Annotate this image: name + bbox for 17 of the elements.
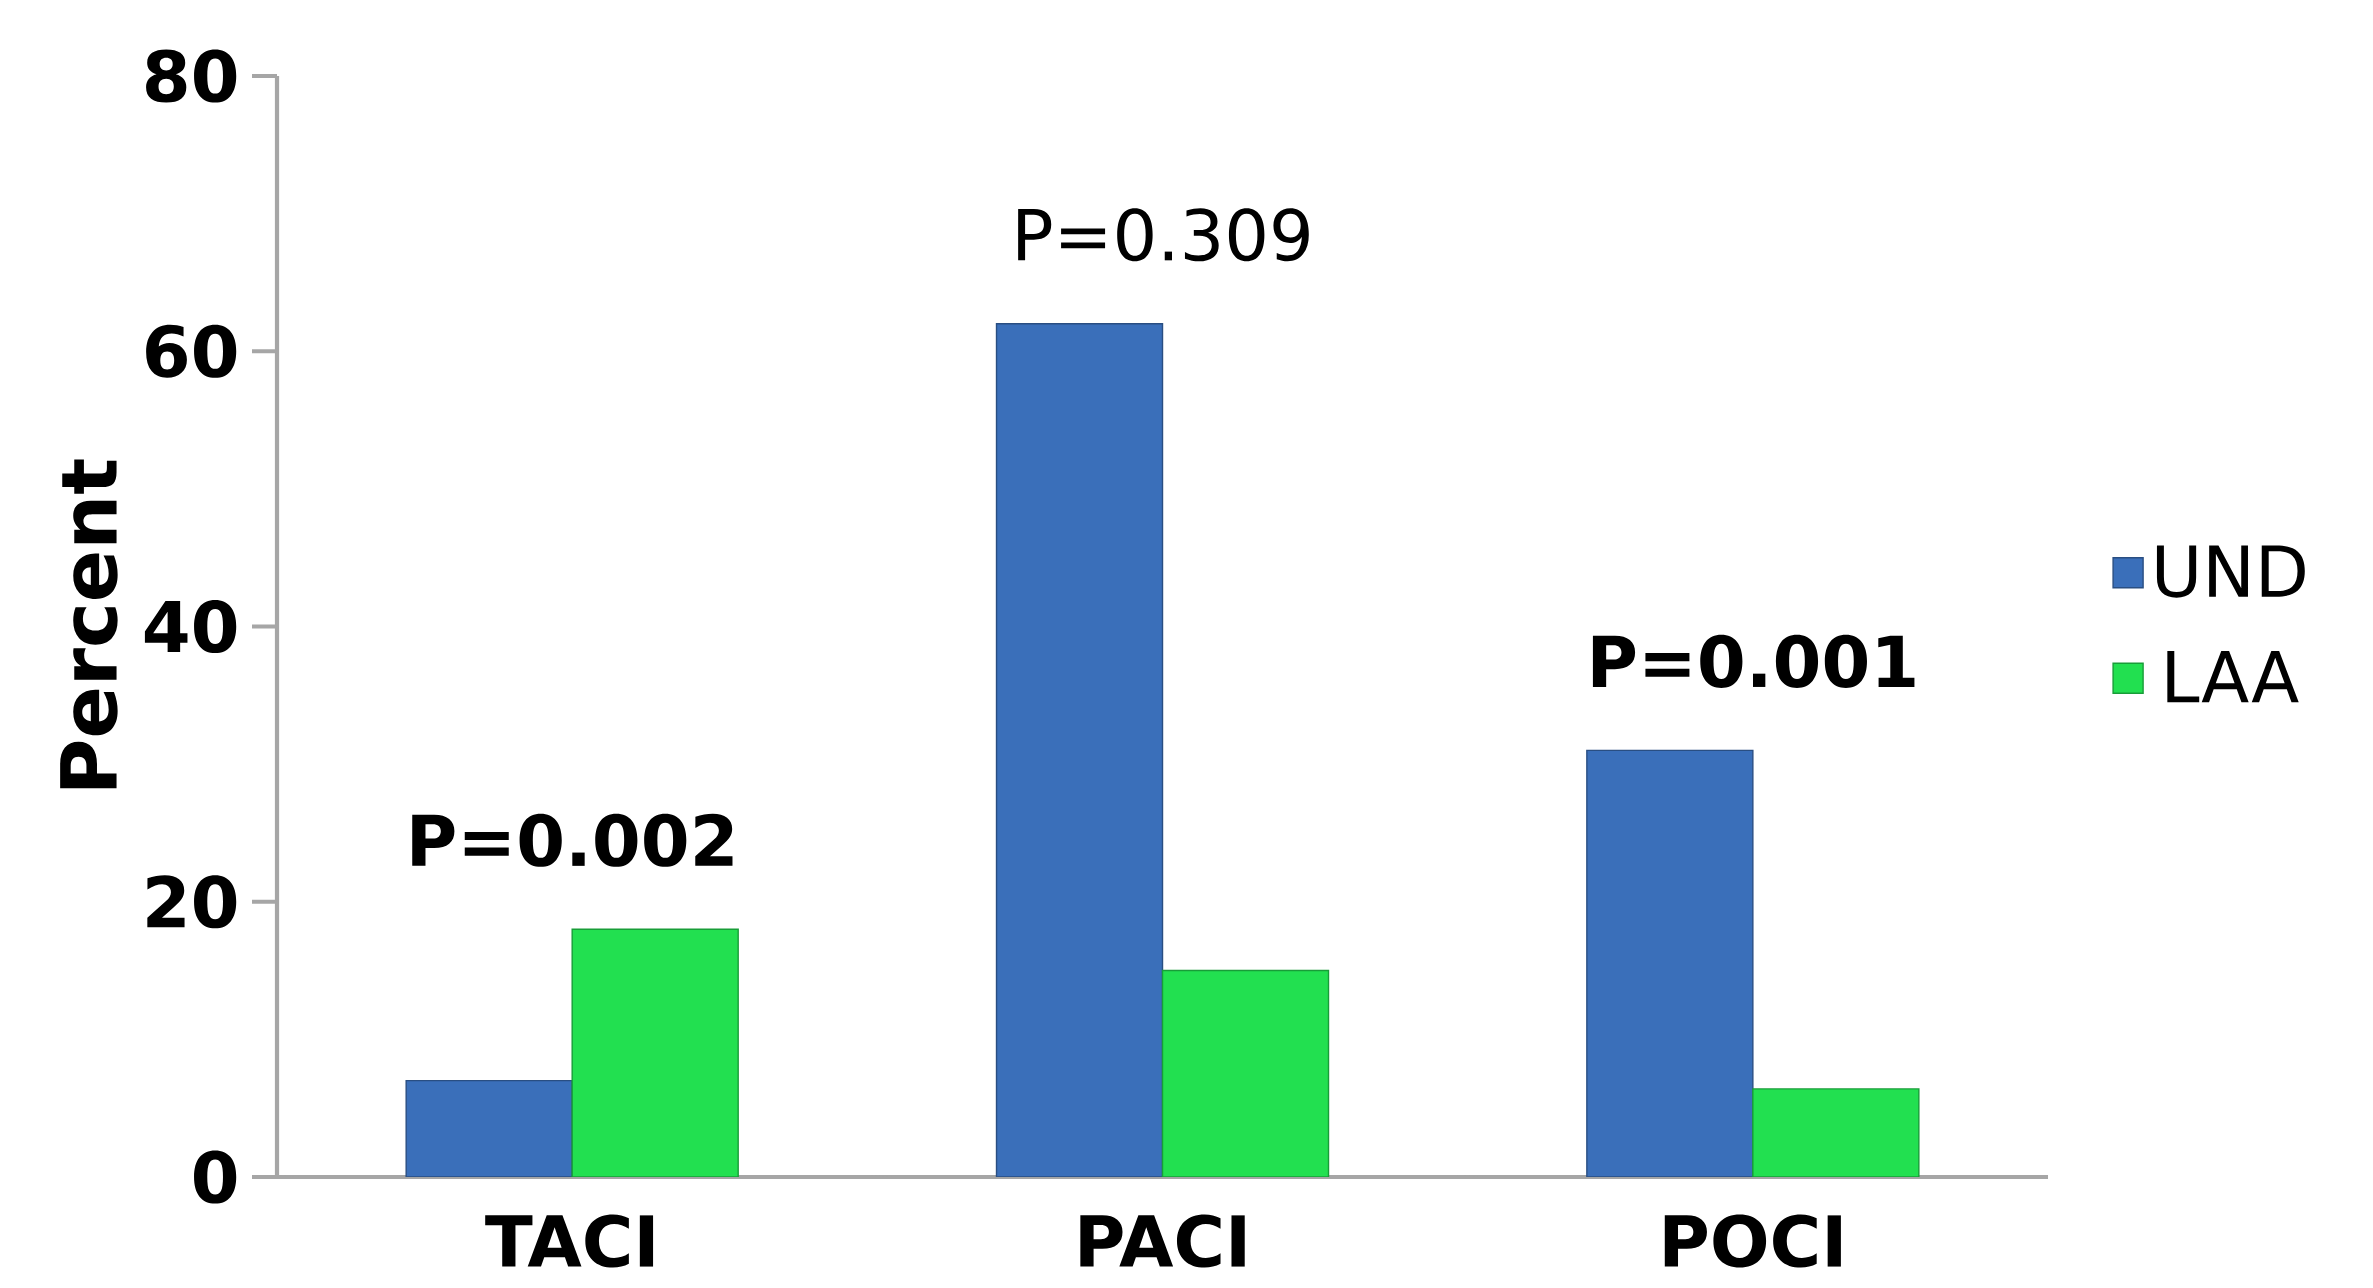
x-tick-label: TACI — [485, 1214, 654, 1268]
annotation: P=0.001 — [1592, 634, 1915, 688]
y-tick-label: 40 — [144, 599, 237, 654]
annotation: P=0.309 — [1018, 208, 1309, 262]
y-tick-label: 0 — [194, 1150, 237, 1204]
bar — [1161, 969, 1330, 1177]
annotation: P=0.002 — [412, 813, 733, 867]
y-axis-title: Percent — [60, 459, 118, 789]
bar — [1752, 1088, 1920, 1177]
y-tick-label: 60 — [146, 324, 237, 378]
legend-label: LAA — [2167, 651, 2299, 703]
y-tick-label: 80 — [146, 49, 237, 103]
y-tick-label: 20 — [147, 875, 237, 929]
legend-label: UND — [2156, 545, 2305, 598]
bar — [571, 928, 739, 1177]
x-tick-label: POCI — [1664, 1214, 1841, 1268]
x-tick-label: PACI — [1080, 1214, 1245, 1268]
